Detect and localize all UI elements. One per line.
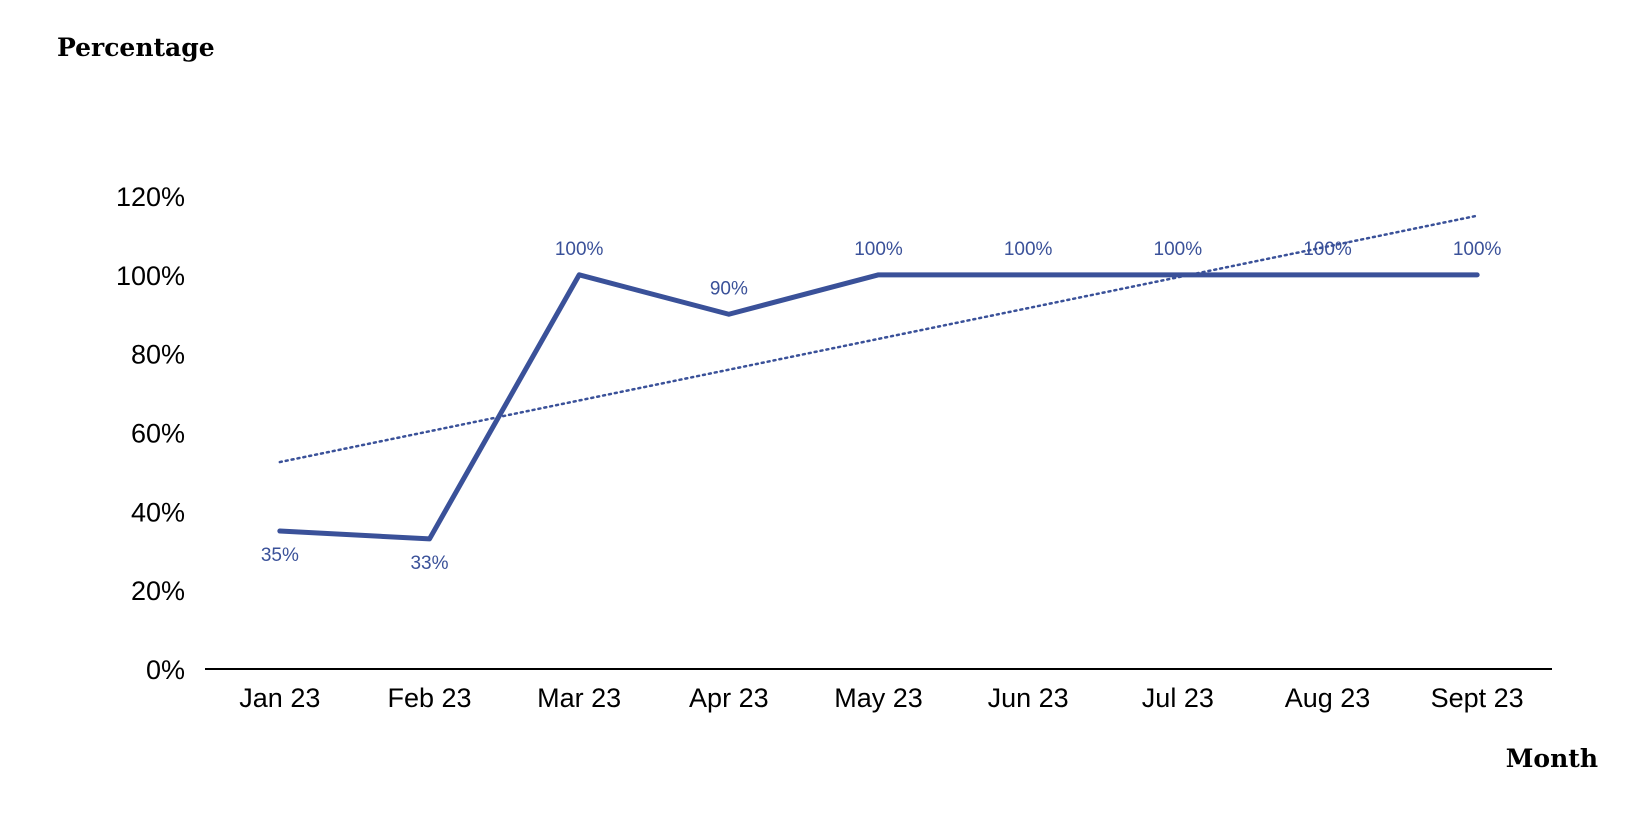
data-label: 100% xyxy=(1154,239,1203,260)
y-tick-label: 80% xyxy=(131,340,185,370)
series-line xyxy=(277,272,1480,542)
y-tick-label: 0% xyxy=(146,655,185,685)
y-axis-ticks: 0% 20% 40% 60% 80% 100% 120% xyxy=(116,182,185,685)
x-axis-title: Month xyxy=(1506,744,1598,773)
data-label: 33% xyxy=(410,553,448,574)
y-tick-label: 120% xyxy=(116,182,185,212)
x-tick-label: Aug 23 xyxy=(1285,683,1371,713)
data-label: 100% xyxy=(1303,239,1352,260)
x-tick-label: Sept 23 xyxy=(1431,683,1524,713)
y-tick-label: 20% xyxy=(131,576,185,606)
x-tick-label: Jan 23 xyxy=(239,683,320,713)
x-axis-ticks: Jan 23 Feb 23 Mar 23 Apr 23 May 23 Jun 23 Jul … xyxy=(239,683,1523,713)
data-label: 100% xyxy=(555,239,604,260)
trendline xyxy=(278,214,1479,464)
x-tick-label: Mar 23 xyxy=(537,683,621,713)
y-tick-label: 40% xyxy=(131,497,185,527)
x-tick-label: Jun 23 xyxy=(988,683,1069,713)
x-tick-label: Jul 23 xyxy=(1142,683,1214,713)
data-label: 100% xyxy=(1004,239,1053,260)
x-tick-label: Apr 23 xyxy=(689,683,769,713)
x-tick-label: Feb 23 xyxy=(387,683,471,713)
x-tick-label: May 23 xyxy=(834,683,923,713)
data-label: 35% xyxy=(261,545,299,566)
data-label: 90% xyxy=(710,278,748,299)
data-label: 100% xyxy=(854,239,903,260)
data-label: 100% xyxy=(1453,239,1502,260)
data-labels: 35% 33% 100% 90% 100% 100% 100% 100% 100% xyxy=(261,239,1502,574)
y-tick-label: 60% xyxy=(131,419,185,449)
y-axis-title: Percentage xyxy=(57,33,215,62)
y-tick-label: 100% xyxy=(116,261,185,291)
